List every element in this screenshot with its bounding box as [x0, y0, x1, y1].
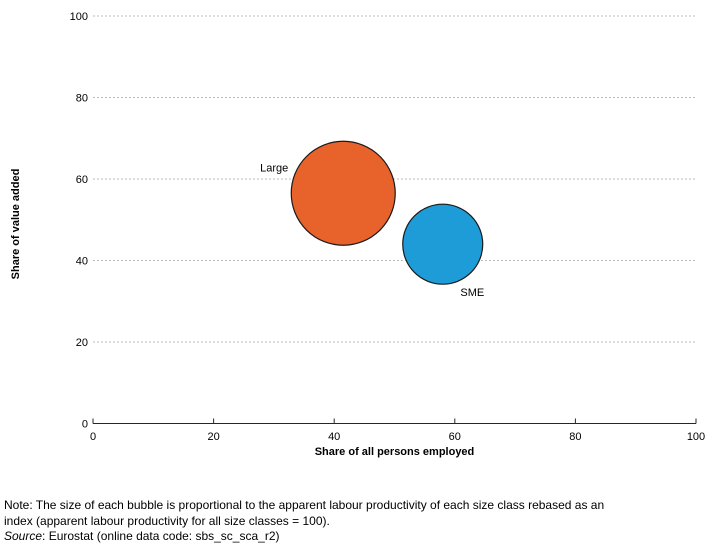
- note-line-2: index (apparent labour productivity for …: [4, 513, 330, 528]
- chart-note: Note: The size of each bubble is proport…: [4, 498, 714, 545]
- source-line: Source: Eurostat (online data code: sbs_…: [4, 529, 714, 545]
- bubble-chart: Large SME 0 20 40 60 80 100 0 20 40 60 80 100: [70, 11, 706, 443]
- source-label: Source: [4, 529, 43, 543]
- x-tick-label: 0: [90, 431, 96, 443]
- y-tick-label: 80: [76, 93, 88, 105]
- y-tick-label: 60: [76, 174, 88, 186]
- y-tick-label: 100: [70, 11, 88, 23]
- x-tick-label: 20: [207, 431, 219, 443]
- bubble-large: [290, 140, 396, 246]
- source-text: : Eurostat (online data code: sbs_sc_sca…: [42, 529, 280, 543]
- y-tick-label: 0: [82, 419, 88, 431]
- x-tick-label: 100: [687, 431, 705, 443]
- y-tick-label: 20: [76, 337, 88, 349]
- bubble-sme: [402, 203, 484, 285]
- x-tick-label: 40: [328, 431, 340, 443]
- x-axis-title: Share of all persons employed: [314, 446, 475, 458]
- bubble-label-sme: SME: [460, 287, 484, 299]
- y-tick-label: 40: [76, 256, 88, 268]
- x-tick-label: 80: [569, 431, 581, 443]
- bubble-label-large: Large: [260, 162, 288, 174]
- y-axis-title: Share of value added: [10, 168, 22, 280]
- note-line-1: Note: The size of each bubble is proport…: [4, 498, 605, 512]
- x-tick-label: 60: [449, 431, 461, 443]
